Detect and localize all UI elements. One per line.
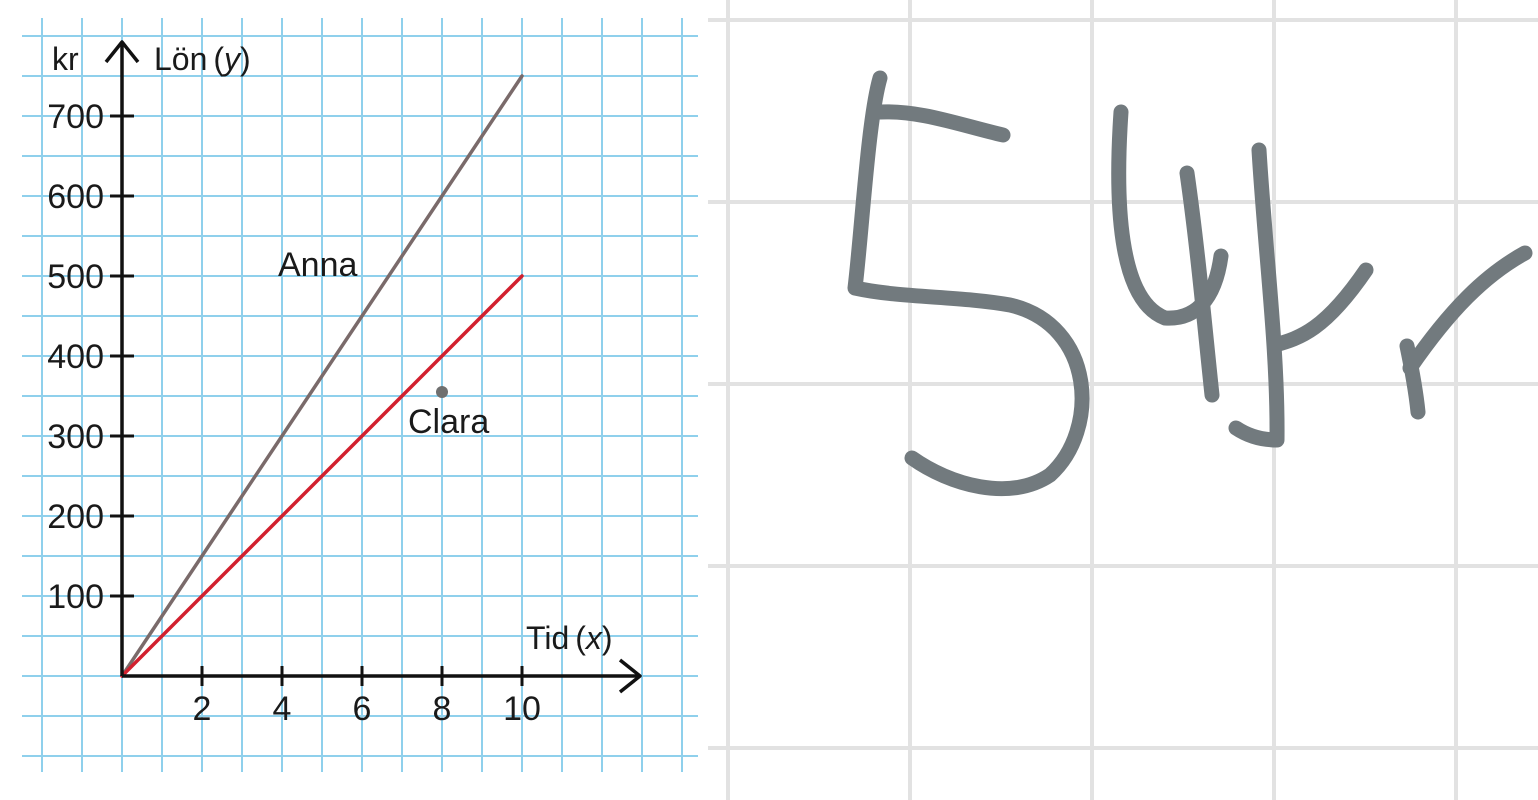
x-axis-label: Tid (x) (526, 620, 613, 656)
handwritten-stroke (1402, 245, 1533, 376)
currency-label: kr (52, 41, 79, 77)
series-label-clara: Clara (408, 403, 489, 441)
handwritten-stroke (872, 104, 1011, 143)
handwritten-stroke (1399, 338, 1426, 420)
series-label-anna: Anna (278, 246, 357, 284)
ticks-layer: 2 4 6 8 10 100 200 300 400 500 600 700 (47, 98, 541, 728)
y-tick-label: 500 (47, 258, 104, 296)
handwritten-stroke (1179, 165, 1220, 403)
handwritten-stroke (1267, 262, 1374, 353)
series-layer (120, 74, 524, 678)
x-tick-label: 6 (353, 690, 372, 728)
x-tick-label: 2 (193, 690, 212, 728)
salary-chart: 2 4 6 8 10 100 200 300 400 500 600 700 kr Lön (y) Ti… (0, 0, 708, 800)
y-tick-label: 700 (47, 98, 104, 136)
chart-grid (22, 18, 698, 772)
y-axis-variable: y (222, 41, 242, 77)
y-tick-label: 200 (47, 498, 104, 536)
x-tick-label: 8 (433, 690, 452, 728)
x-axis-arrow (618, 658, 642, 694)
x-tick-label: 4 (273, 690, 292, 728)
series-line-anna (120, 74, 524, 678)
x-tick-label: 10 (503, 690, 541, 728)
series-line-clara (120, 274, 524, 678)
chart-background (0, 0, 708, 800)
y-tick-label: 300 (47, 418, 104, 456)
x-axis-label-text: Tid (526, 620, 569, 656)
y-tick-label: 100 (47, 578, 104, 616)
y-axis-label-text: Lön (154, 41, 207, 77)
y-tick-label: 400 (47, 338, 104, 376)
handwritten-stroke (1228, 142, 1285, 448)
y-tick-label: 600 (47, 178, 104, 216)
data-point (436, 386, 448, 398)
handwritten-stroke (847, 70, 1090, 497)
handwritten-answer-icon (847, 70, 1533, 497)
y-axis-arrow (104, 40, 140, 64)
x-axis-variable: x (584, 620, 603, 656)
y-axis-label: Lön (y) (154, 41, 251, 77)
axes (104, 40, 642, 694)
points-layer (436, 386, 448, 398)
